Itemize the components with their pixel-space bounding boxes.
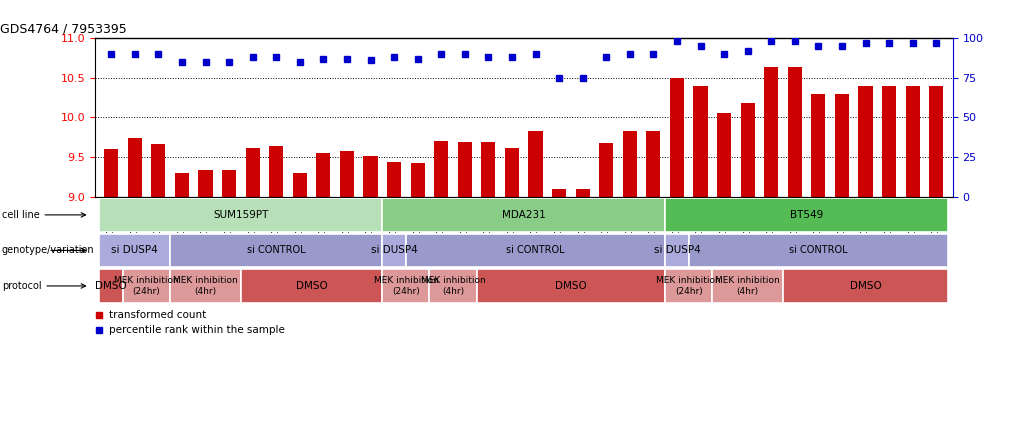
Bar	[128, 138, 142, 197]
Bar	[269, 146, 283, 197]
Bar	[151, 143, 166, 197]
FancyBboxPatch shape	[100, 198, 382, 231]
FancyBboxPatch shape	[170, 269, 241, 302]
FancyBboxPatch shape	[689, 234, 948, 267]
Text: cell line: cell line	[2, 210, 85, 220]
Text: MEK inhibition
(4hr): MEK inhibition (4hr)	[173, 276, 238, 296]
FancyBboxPatch shape	[665, 198, 948, 231]
Text: protocol: protocol	[2, 281, 85, 291]
Bar	[670, 78, 684, 197]
Text: MDA231: MDA231	[502, 210, 546, 220]
FancyBboxPatch shape	[477, 269, 665, 302]
Bar	[293, 173, 307, 197]
Bar	[741, 103, 755, 197]
Bar	[387, 162, 401, 197]
FancyBboxPatch shape	[170, 234, 382, 267]
FancyBboxPatch shape	[783, 269, 948, 302]
Bar	[835, 93, 849, 197]
FancyBboxPatch shape	[406, 234, 665, 267]
Bar	[788, 67, 802, 197]
Text: MEK inhibition
(4hr): MEK inhibition (4hr)	[715, 276, 780, 296]
Bar	[528, 131, 543, 197]
Text: DMSO: DMSO	[96, 281, 127, 291]
FancyBboxPatch shape	[123, 269, 170, 302]
Text: genotype/variation: genotype/variation	[2, 245, 95, 255]
Bar	[623, 131, 637, 197]
Bar	[411, 162, 424, 197]
Text: SUM159PT: SUM159PT	[213, 210, 269, 220]
Bar	[222, 170, 236, 197]
Text: DMSO: DMSO	[296, 281, 328, 291]
Bar	[647, 131, 660, 197]
FancyBboxPatch shape	[241, 269, 382, 302]
FancyBboxPatch shape	[713, 269, 783, 302]
Text: BT549: BT549	[790, 210, 823, 220]
Text: si DUSP4: si DUSP4	[654, 245, 700, 255]
Bar	[340, 151, 354, 197]
Text: DMSO: DMSO	[555, 281, 587, 291]
Text: GDS4764 / 7953395: GDS4764 / 7953395	[0, 22, 127, 36]
Bar	[693, 86, 708, 197]
FancyBboxPatch shape	[665, 269, 713, 302]
Text: si DUSP4: si DUSP4	[111, 245, 159, 255]
Bar	[905, 86, 920, 197]
FancyBboxPatch shape	[382, 269, 430, 302]
Text: si CONTROL: si CONTROL	[789, 245, 848, 255]
Text: MEK inhibition
(24hr): MEK inhibition (24hr)	[114, 276, 179, 296]
Text: transformed count: transformed count	[109, 310, 206, 320]
Bar	[481, 142, 495, 197]
Bar	[929, 86, 943, 197]
FancyBboxPatch shape	[382, 198, 665, 231]
Bar	[457, 142, 472, 197]
Bar	[599, 143, 613, 197]
Text: si CONTROL: si CONTROL	[506, 245, 564, 255]
Bar	[882, 86, 896, 197]
Text: MEK inhibition
(4hr): MEK inhibition (4hr)	[420, 276, 485, 296]
FancyBboxPatch shape	[100, 234, 170, 267]
Bar	[505, 148, 519, 197]
Text: MEK inhibition
(24hr): MEK inhibition (24hr)	[656, 276, 721, 296]
Bar	[435, 141, 448, 197]
Bar	[764, 67, 779, 197]
FancyBboxPatch shape	[665, 234, 689, 267]
Bar	[245, 148, 260, 197]
Text: si DUSP4: si DUSP4	[371, 245, 417, 255]
Bar	[858, 86, 872, 197]
Text: percentile rank within the sample: percentile rank within the sample	[109, 325, 284, 335]
FancyBboxPatch shape	[100, 269, 123, 302]
Bar	[717, 113, 731, 197]
Bar	[576, 189, 590, 197]
FancyBboxPatch shape	[430, 269, 477, 302]
Bar	[552, 189, 566, 197]
Text: MEK inhibition
(24hr): MEK inhibition (24hr)	[374, 276, 439, 296]
Bar	[175, 173, 190, 197]
Bar	[199, 170, 212, 197]
Text: si CONTROL: si CONTROL	[247, 245, 306, 255]
Bar	[104, 149, 118, 197]
Bar	[316, 153, 331, 197]
Bar	[812, 93, 825, 197]
FancyBboxPatch shape	[382, 234, 406, 267]
Bar	[364, 156, 378, 197]
Text: DMSO: DMSO	[850, 281, 882, 291]
